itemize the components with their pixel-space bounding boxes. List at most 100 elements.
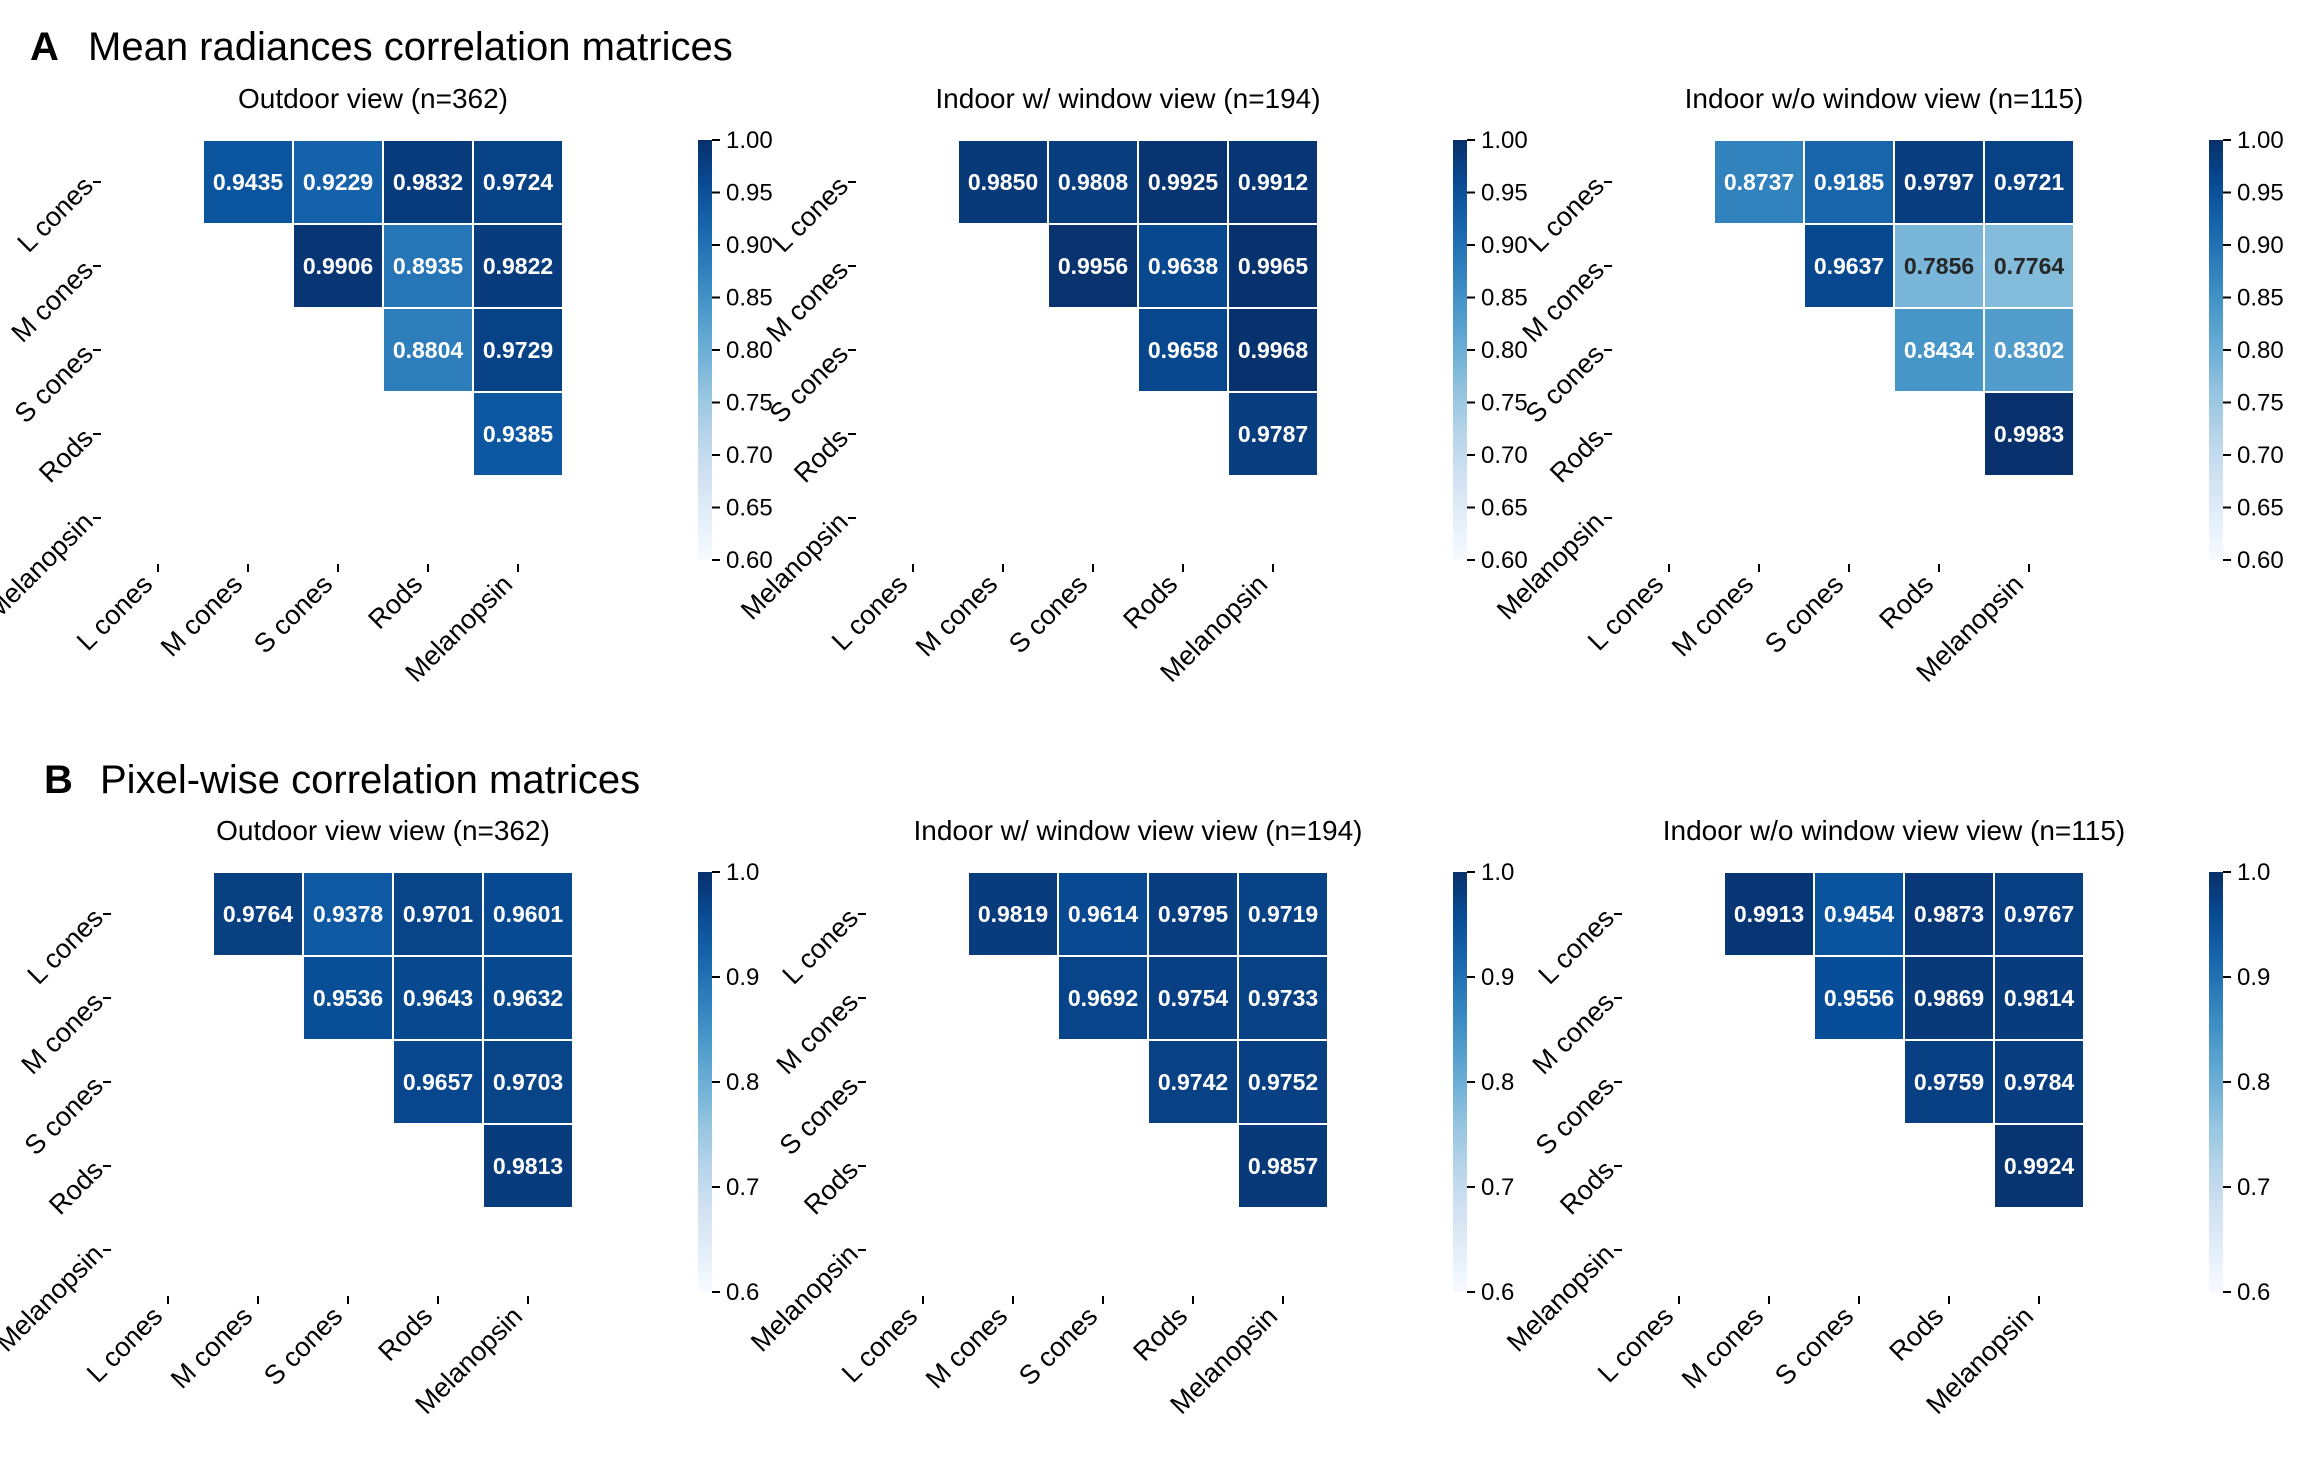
panel-a-letter: A xyxy=(30,25,59,69)
heatmap-cell xyxy=(1147,955,1239,1041)
heatmap-cell xyxy=(1237,955,1329,1041)
heatmap-cell xyxy=(1723,871,1815,957)
colorbar-tick-label: 0.6 xyxy=(2237,1279,2270,1306)
colorbar-tick-label: 1.00 xyxy=(726,127,773,154)
heatmap-cell xyxy=(1147,871,1239,957)
heatmap-b-1: Outdoor view view (n=362) 0.9764 0.9378 0.9… xyxy=(0,815,759,1420)
x-tick-label: M cones xyxy=(920,1301,1013,1394)
x-tick-label: L cones xyxy=(71,569,158,656)
colorbar-tick-label: 0.65 xyxy=(1481,495,1528,522)
colorbar-tick-label: 0.60 xyxy=(2237,547,2284,574)
subplot-title: Indoor w/ window view (n=194) xyxy=(935,83,1320,114)
colorbar-tick-label: 0.65 xyxy=(2237,495,2284,522)
x-tick-label: L cones xyxy=(1582,569,1669,656)
cell-value-label: 0.9643 xyxy=(403,985,473,1011)
colorbar-tick-label: 0.6 xyxy=(726,1279,759,1306)
cell-value-label: 0.7856 xyxy=(1904,253,1974,279)
colorbar-tick-label: 1.0 xyxy=(2237,859,2270,886)
heatmap-cell xyxy=(1893,307,1985,393)
heatmap-cell xyxy=(1893,139,1985,225)
y-tick-label: S cones xyxy=(19,1071,109,1161)
colorbar xyxy=(698,140,712,560)
heatmap-cell xyxy=(382,223,474,309)
heatmap-cell xyxy=(1227,223,1319,309)
y-tick-label: M cones xyxy=(16,987,109,1080)
x-tick-label: Rods xyxy=(362,569,428,635)
cell-value-label: 0.9742 xyxy=(1158,1069,1228,1095)
cell-value-label: 0.9832 xyxy=(393,169,463,195)
colorbar-tick-label: 0.60 xyxy=(726,547,773,574)
heatmap-cell xyxy=(292,139,384,225)
heatmap-cell xyxy=(1047,139,1139,225)
heatmap-cell xyxy=(1813,955,1905,1041)
y-tick-label: L cones xyxy=(12,171,99,258)
x-tick-label: M cones xyxy=(910,569,1003,662)
y-tick-label: Rods xyxy=(788,423,854,489)
cell-value-label: 0.9808 xyxy=(1058,169,1129,195)
cell-value-label: 0.9857 xyxy=(1248,1153,1318,1179)
cell-value-label: 0.9724 xyxy=(483,169,554,195)
cell-value-label: 0.9795 xyxy=(1158,901,1229,927)
colorbar-tick-label: 0.85 xyxy=(726,285,773,312)
heatmap-cell xyxy=(1237,1123,1329,1209)
x-tick-label: Rods xyxy=(1117,569,1183,635)
heatmap-cell xyxy=(1227,391,1319,477)
cell-value-label: 0.9956 xyxy=(1058,253,1128,279)
y-tick-label: S cones xyxy=(774,1071,864,1161)
heatmap-cell xyxy=(1227,139,1319,225)
y-tick-label: S cones xyxy=(1530,1071,1620,1161)
heatmap-cell xyxy=(482,1123,574,1209)
cell-value-label: 0.9965 xyxy=(1238,253,1309,279)
cell-value-label: 0.9925 xyxy=(1148,169,1219,195)
subplot-title: Indoor w/o window view (n=115) xyxy=(1685,83,2084,114)
cell-value-label: 0.9784 xyxy=(2004,1069,2075,1095)
heatmap-cell xyxy=(967,871,1059,957)
panel-b-title: Pixel-wise correlation matrices xyxy=(100,758,640,802)
cell-value-label: 0.9767 xyxy=(2004,901,2074,927)
cell-value-label: 0.8935 xyxy=(393,253,464,279)
cell-value-label: 0.9729 xyxy=(483,337,553,363)
cell-value-label: 0.9435 xyxy=(213,169,284,195)
heatmap-cell xyxy=(392,1039,484,1125)
panel-a-title: Mean radiances correlation matrices xyxy=(88,25,733,69)
colorbar-tick-label: 0.95 xyxy=(1481,180,1528,207)
colorbar-tick-label: 0.7 xyxy=(2237,1174,2270,1201)
cell-value-label: 0.9719 xyxy=(1248,901,1318,927)
heatmap-cell xyxy=(1993,1123,2085,1209)
colorbar xyxy=(2209,872,2223,1292)
heatmap-cell xyxy=(1983,307,2075,393)
cell-value-label: 0.8804 xyxy=(393,337,464,363)
y-tick-label: Melanopsin xyxy=(0,507,99,626)
colorbar-tick-label: 0.7 xyxy=(1481,1174,1514,1201)
x-tick-label: S cones xyxy=(1759,569,1849,659)
y-tick-label: S cones xyxy=(1520,339,1610,429)
x-tick-label: Rods xyxy=(1873,569,1939,635)
cell-value-label: 0.9721 xyxy=(1994,169,2065,195)
heatmap-b-3: Indoor w/o window view view (n=115) 0.991… xyxy=(1501,815,2270,1420)
cell-value-label: 0.9601 xyxy=(493,901,564,927)
cell-value-label: 0.9797 xyxy=(1904,169,1974,195)
y-tick-label: Melanopsin xyxy=(0,1239,109,1358)
heatmap-cell xyxy=(1893,223,1985,309)
heatmap-cell xyxy=(1993,1039,2085,1125)
cell-value-label: 0.7764 xyxy=(1994,253,2065,279)
colorbar-tick-label: 0.9 xyxy=(2237,964,2270,991)
colorbar-tick-label: 0.65 xyxy=(726,495,773,522)
colorbar-tick-label: 1.00 xyxy=(2237,127,2284,154)
y-tick-label: L cones xyxy=(1523,171,1610,258)
cell-value-label: 0.9819 xyxy=(978,901,1048,927)
colorbar xyxy=(1453,140,1467,560)
colorbar-tick-label: 0.90 xyxy=(1481,232,1528,259)
cell-value-label: 0.9968 xyxy=(1238,337,1309,363)
heatmap-cell xyxy=(1983,391,2075,477)
colorbar-tick-label: 0.8 xyxy=(1481,1069,1514,1096)
x-tick-label: Rods xyxy=(1883,1301,1949,1367)
y-tick-label: M cones xyxy=(761,255,854,348)
heatmap-cell xyxy=(1983,223,2075,309)
y-tick-label: Rods xyxy=(1554,1155,1620,1221)
cell-value-label: 0.8737 xyxy=(1724,169,1794,195)
x-tick-label: L cones xyxy=(1592,1301,1679,1388)
cell-value-label: 0.9632 xyxy=(493,985,563,1011)
cell-value-label: 0.9658 xyxy=(1148,337,1219,363)
